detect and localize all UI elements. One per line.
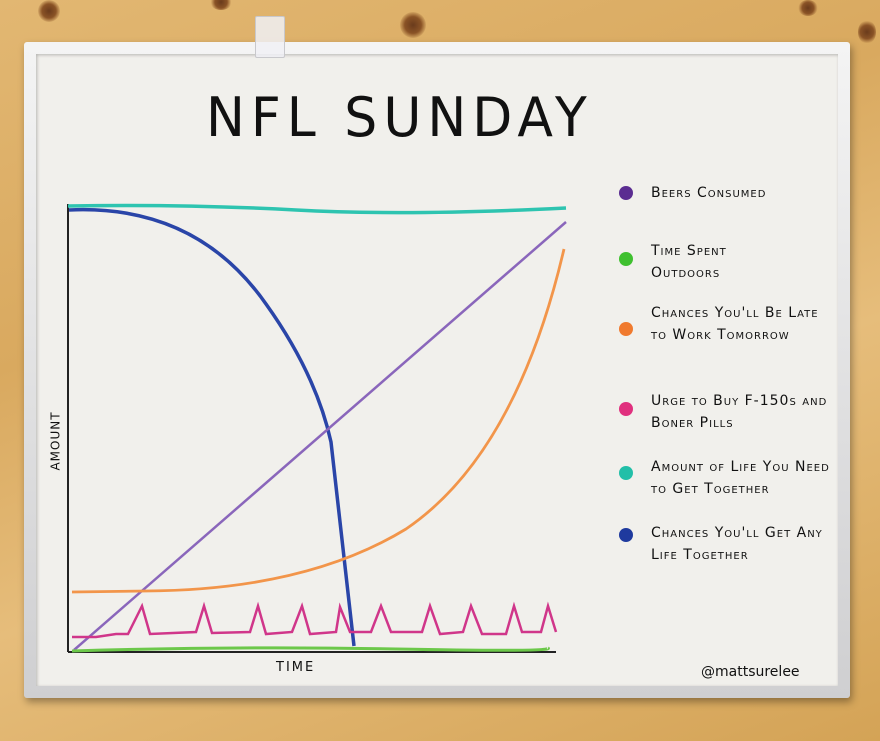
series-late (71, 248, 566, 594)
wood-knot (210, 0, 232, 10)
legend: Beers Consumed Time Spent Outdoors Chanc… (611, 182, 841, 582)
chart-title: NFL SUNDAY (206, 86, 593, 150)
legend-item: Time Spent Outdoors (611, 240, 841, 302)
legend-item: Beers Consumed (611, 182, 841, 240)
purple-dot-icon (619, 186, 633, 200)
series-life-needed (67, 203, 567, 215)
pink-dot-icon (619, 402, 633, 416)
board-clip (255, 16, 285, 58)
series-outdoors (71, 646, 550, 653)
y-axis-label: AMOUNT (48, 411, 63, 471)
wood-knot (798, 0, 818, 16)
blue-dot-icon (619, 528, 633, 542)
legend-item: Amount of Life You Need to Get Together (611, 456, 841, 522)
wood-knot (38, 0, 60, 22)
whiteboard-frame: NFL SUNDAY AMOUNT TIME Beers Consumed (24, 42, 850, 698)
teal-dot-icon (619, 466, 633, 480)
series-beers (73, 221, 567, 651)
wood-knot (400, 12, 426, 38)
x-axis-label: TIME (276, 660, 316, 675)
green-dot-icon (619, 252, 633, 266)
line-chart (67, 203, 567, 653)
legend-item: Chances You'll Be Late to Work Tomorrow (611, 302, 841, 390)
artist-credit: @mattsurelee (701, 664, 800, 680)
series-urge (72, 601, 558, 639)
wood-knot (858, 20, 876, 44)
series-life-together (68, 207, 356, 647)
whiteboard: NFL SUNDAY AMOUNT TIME Beers Consumed (36, 54, 838, 686)
orange-dot-icon (619, 322, 633, 336)
legend-item: Chances You'll Get Any Life Together (611, 522, 841, 582)
legend-item: Urge to Buy F-150s and Boner Pills (611, 390, 841, 456)
